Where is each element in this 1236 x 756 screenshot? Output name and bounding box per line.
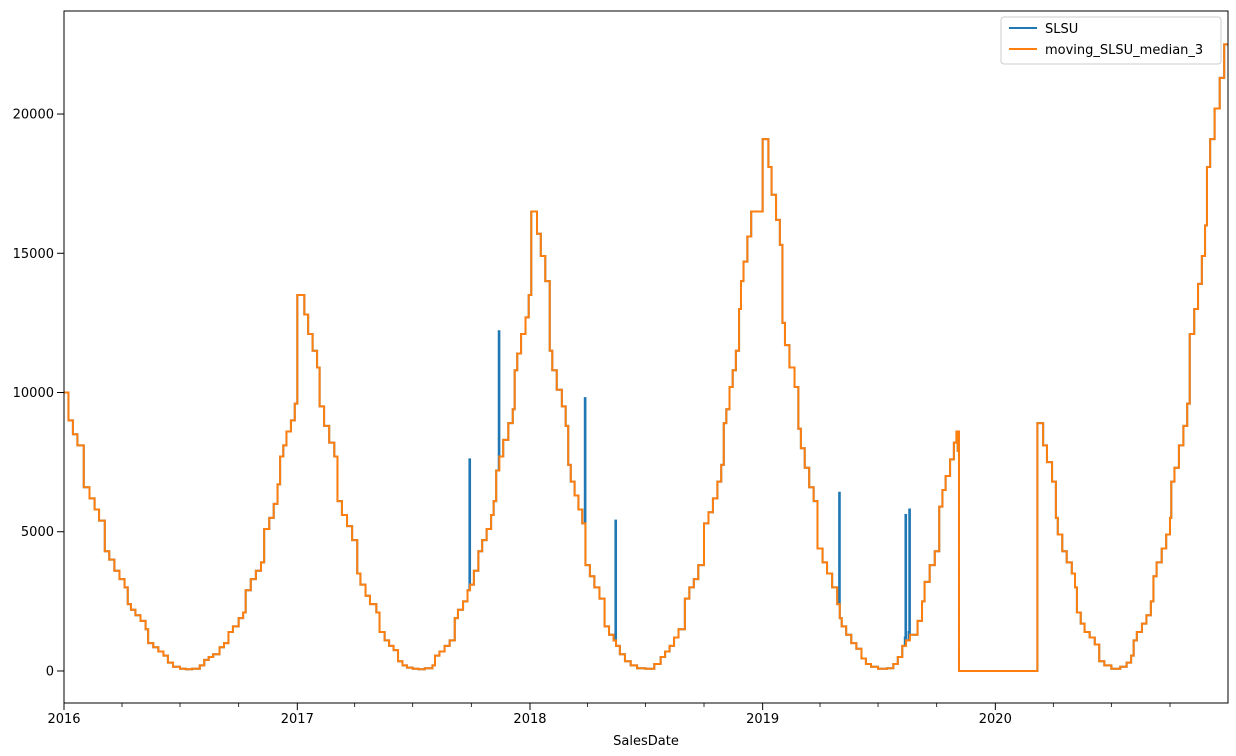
x-tick-label: 2016 [47,712,80,727]
y-tick-label: 15000 [13,247,54,262]
legend-box [1000,16,1222,65]
x-tick-label: 2018 [513,712,546,727]
x-tick-label: 2019 [746,712,779,727]
plot-frame [63,10,1229,704]
x-tick-label: 2017 [281,712,314,727]
series-layer [64,43,1228,672]
y-axis-ticks: 0 5000 10000 15000 20000 [13,108,64,679]
x-axis-ticks: 2016 2017 2018 2019 2020 [47,703,1171,727]
series-line-moving-slsu-median-3 [64,43,1228,672]
y-tick-label: 5000 [21,525,54,540]
legend: SLSU moving_SLSU_median_3 [1000,16,1222,65]
x-axis-label: SalesDate [613,734,679,749]
y-tick-label: 20000 [13,108,54,123]
legend-label: moving_SLSU_median_3 [1045,43,1203,58]
y-tick-label: 10000 [13,386,54,401]
legend-label: SLSU [1045,22,1078,37]
y-tick-label: 0 [46,664,54,679]
x-tick-label: 2020 [979,712,1012,727]
